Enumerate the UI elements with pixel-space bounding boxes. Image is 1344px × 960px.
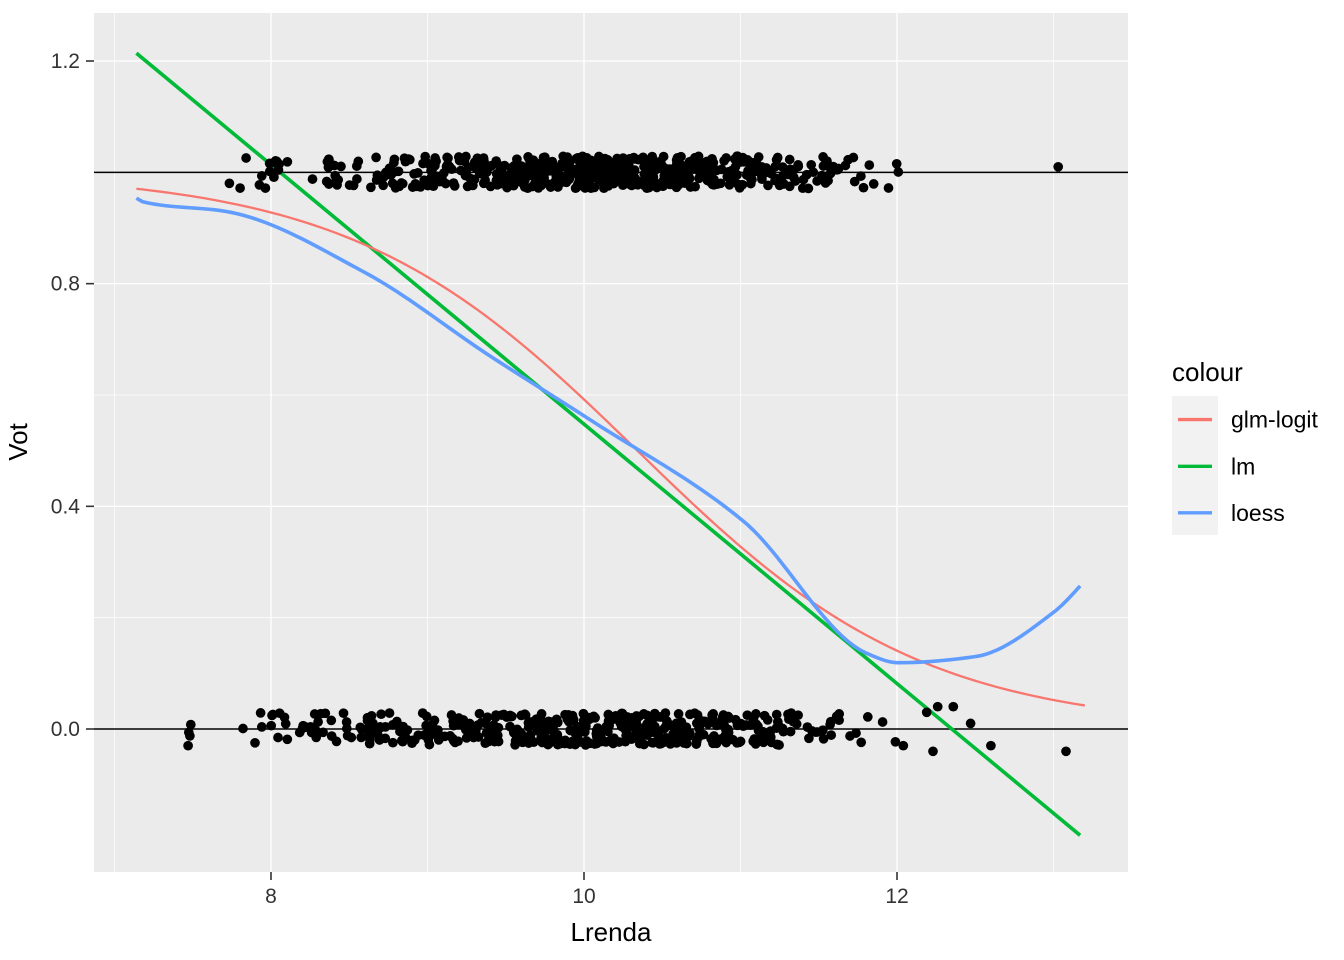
svg-text:0.4: 0.4: [51, 495, 81, 518]
svg-text:1.2: 1.2: [51, 50, 80, 73]
svg-text:glm-logit: glm-logit: [1231, 407, 1319, 433]
svg-text:8: 8: [265, 885, 277, 908]
svg-text:colour: colour: [1172, 357, 1243, 387]
svg-text:Vot: Vot: [3, 422, 33, 460]
svg-text:0.0: 0.0: [51, 718, 80, 741]
svg-text:12: 12: [885, 885, 908, 908]
svg-text:10: 10: [572, 885, 595, 908]
svg-text:loess: loess: [1231, 500, 1285, 526]
svg-text:0.8: 0.8: [51, 273, 80, 296]
svg-text:lm: lm: [1231, 453, 1255, 479]
svg-text:Lrenda: Lrenda: [571, 917, 652, 947]
